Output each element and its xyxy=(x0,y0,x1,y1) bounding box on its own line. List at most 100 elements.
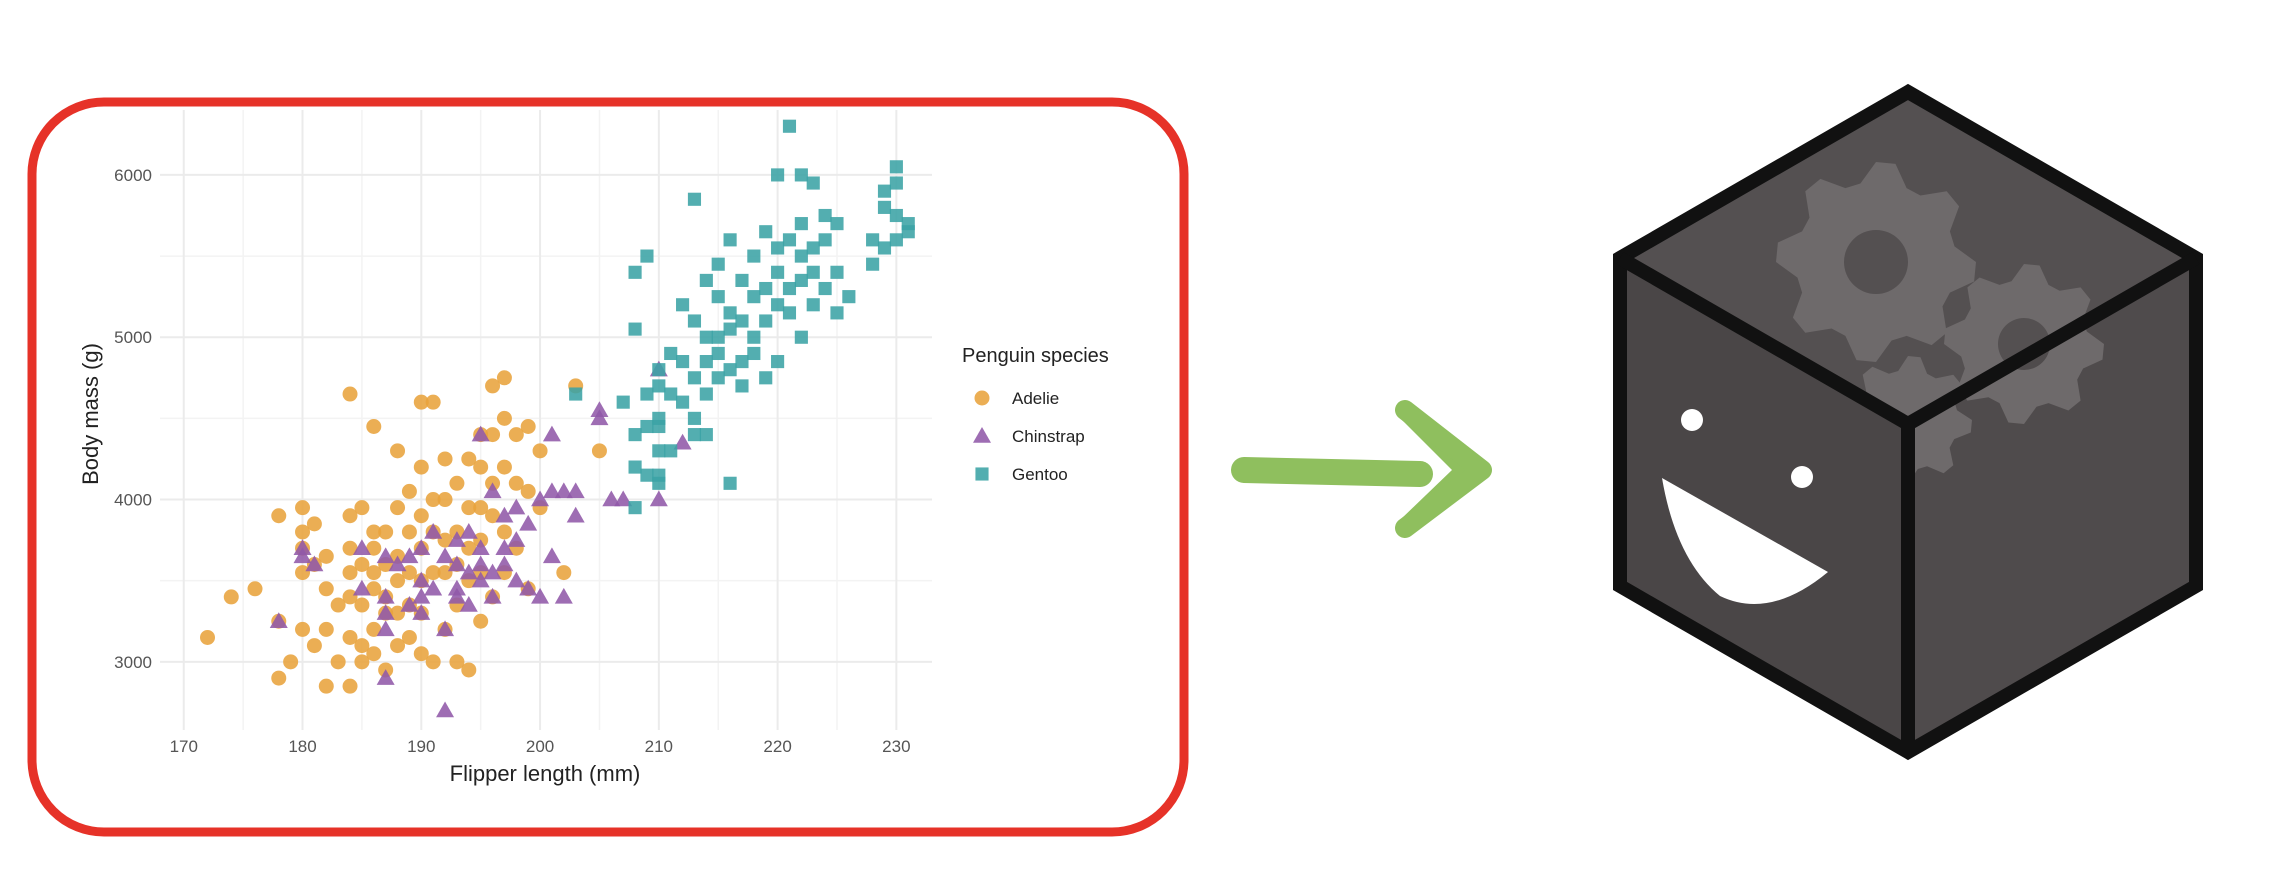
data-point xyxy=(687,428,702,442)
data-point xyxy=(495,539,514,555)
data-point xyxy=(699,428,713,442)
cube-left-face xyxy=(1620,258,1908,752)
legend-marker-chinstrap xyxy=(973,427,991,443)
data-point xyxy=(628,428,642,442)
data-point xyxy=(366,581,382,597)
data-point xyxy=(794,249,808,263)
data-point xyxy=(711,257,725,271)
data-point xyxy=(413,394,429,410)
data-point xyxy=(794,273,808,287)
data-point xyxy=(318,621,334,637)
data-point xyxy=(354,597,370,613)
gear-icon xyxy=(1844,356,1972,424)
data-point xyxy=(640,249,654,263)
legend-marker-gentoo xyxy=(975,467,989,481)
data-point xyxy=(747,290,761,304)
data-point xyxy=(342,589,358,605)
data-point xyxy=(664,387,678,401)
data-point xyxy=(412,587,431,604)
data-point xyxy=(400,547,419,564)
data-point xyxy=(711,290,725,304)
data-point xyxy=(390,605,406,621)
y-tick-label: 6000 xyxy=(114,166,152,185)
data-point xyxy=(295,565,311,581)
data-point xyxy=(437,451,453,467)
data-point xyxy=(318,678,334,694)
data-point xyxy=(496,410,512,426)
data-point xyxy=(640,468,654,482)
data-point xyxy=(388,555,407,572)
x-axis-label: Flipper length (mm) xyxy=(450,761,641,786)
data-point xyxy=(436,620,455,637)
x-tick-label: 230 xyxy=(882,737,910,756)
data-point xyxy=(400,596,419,612)
data-point xyxy=(877,241,892,255)
data-point xyxy=(413,459,429,475)
data-point xyxy=(269,612,288,629)
data-point xyxy=(295,524,311,540)
data-point xyxy=(566,482,585,499)
y-tick-label: 3000 xyxy=(114,653,152,672)
data-point xyxy=(293,547,312,564)
data-point xyxy=(412,539,431,555)
data-point xyxy=(271,508,287,524)
data-point xyxy=(735,314,749,328)
data-point xyxy=(649,490,668,507)
data-point xyxy=(425,492,441,508)
data-point xyxy=(461,662,477,678)
data-point xyxy=(806,298,820,312)
data-point xyxy=(352,579,371,596)
data-point xyxy=(354,654,370,670)
data-point xyxy=(759,314,773,328)
y-tick-label: 4000 xyxy=(114,491,152,510)
data-point xyxy=(425,654,441,670)
x-tick-label: 210 xyxy=(645,737,673,756)
data-point xyxy=(806,241,820,255)
data-point xyxy=(473,500,489,516)
data-point xyxy=(376,669,395,685)
data-point xyxy=(424,579,443,596)
data-point xyxy=(483,563,502,580)
data-point xyxy=(437,492,453,508)
data-point xyxy=(342,508,358,524)
data-point xyxy=(794,217,808,231)
cube-right-face xyxy=(1908,258,2196,752)
data-point xyxy=(376,587,395,604)
data-point xyxy=(342,629,358,645)
data-point xyxy=(747,249,761,263)
data-point xyxy=(354,638,370,654)
data-point xyxy=(723,233,737,247)
data-point xyxy=(495,555,514,572)
data-point xyxy=(366,565,382,581)
legend-label-chinstrap: Chinstrap xyxy=(1012,427,1085,446)
data-point xyxy=(699,273,713,287)
data-point xyxy=(687,314,702,328)
data-point xyxy=(531,587,550,604)
data-point xyxy=(293,539,312,555)
data-point xyxy=(676,298,690,312)
data-point xyxy=(483,587,502,604)
data-point xyxy=(271,670,287,686)
data-point xyxy=(628,460,642,474)
data-point xyxy=(652,419,666,434)
data-point xyxy=(687,371,702,385)
data-point xyxy=(590,401,609,418)
data-point xyxy=(602,490,621,507)
data-point xyxy=(866,257,880,271)
data-point xyxy=(496,370,512,386)
series-gentoo xyxy=(569,119,915,515)
data-point xyxy=(542,425,561,442)
data-point xyxy=(590,409,609,426)
data-point xyxy=(806,176,820,190)
data-point xyxy=(295,621,311,637)
x-tick-labels: 170 180 190 200 210 220 230 xyxy=(170,737,911,756)
data-point xyxy=(507,531,526,547)
data-point xyxy=(640,419,654,434)
data-point xyxy=(437,532,453,548)
data-point xyxy=(664,444,678,458)
data-point xyxy=(818,233,832,247)
data-point xyxy=(771,168,785,182)
grid-minor xyxy=(160,110,932,730)
data-point xyxy=(818,208,832,223)
data-point xyxy=(437,565,453,581)
